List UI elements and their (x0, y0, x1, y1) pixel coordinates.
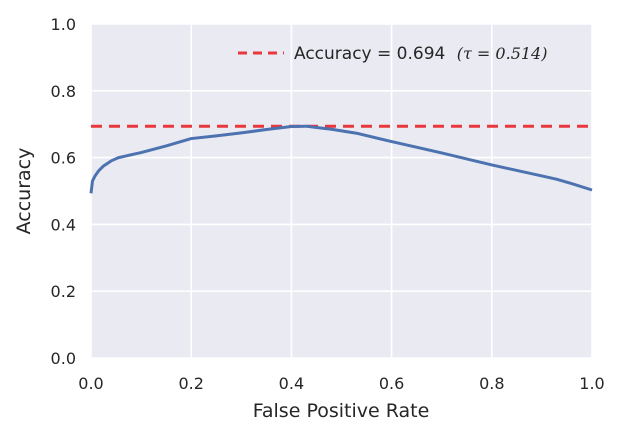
grid-lines (90, 23, 593, 359)
x-axis-title: False Positive Rate (253, 400, 430, 422)
x-tick-label: 1.0 (579, 374, 604, 393)
legend: Accuracy = 0.694 (τ = 0.514) (238, 44, 547, 64)
y-tick-label: 0.4 (51, 215, 76, 234)
y-axis-title: Accuracy (13, 148, 35, 235)
x-tick-label: 0.4 (279, 374, 304, 393)
accuracy-curve (89, 124, 593, 194)
y-tick-label: 0.6 (51, 149, 76, 168)
legend-label-math: (τ = 0.514) (457, 44, 548, 63)
y-tick-label: 0.0 (51, 349, 76, 368)
x-tick-labels: 0.0 0.2 0.4 0.6 0.8 1.0 (78, 374, 604, 393)
y-tick-labels: 0.0 0.2 0.4 0.6 0.8 1.0 (51, 15, 76, 368)
plot-area (91, 24, 592, 358)
x-tick-label: 0.8 (479, 374, 504, 393)
x-tick-label: 0.6 (379, 374, 404, 393)
legend-label: Accuracy = 0.694 (τ = 0.514) (294, 44, 547, 64)
legend-label-main: Accuracy = 0.694 (294, 44, 445, 64)
x-tick-label: 0.0 (78, 374, 103, 393)
y-tick-label: 0.8 (51, 82, 76, 101)
y-tick-label: 1.0 (51, 15, 76, 34)
x-tick-label: 0.2 (178, 374, 203, 393)
series-group (89, 124, 593, 194)
y-tick-label: 0.2 (51, 282, 76, 301)
